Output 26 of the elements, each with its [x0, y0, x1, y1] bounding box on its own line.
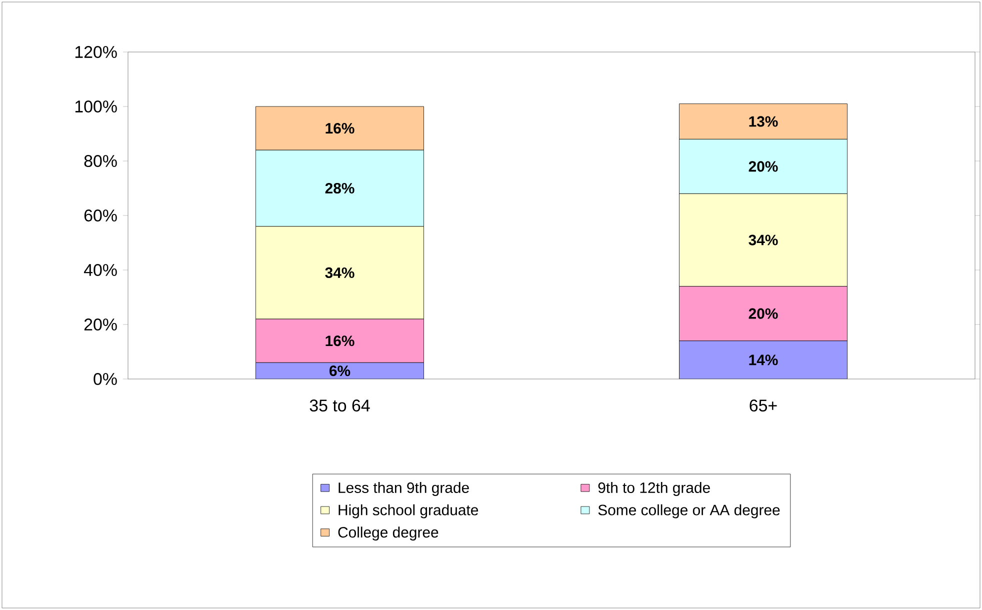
y-tick-label: 0%	[94, 373, 117, 385]
data-label: 34%	[325, 267, 354, 278]
bar	[256, 362, 424, 379]
y-tick-label: 100%	[75, 100, 117, 112]
legend-label: High school graduate	[338, 504, 478, 518]
data-label: 14%	[749, 354, 778, 366]
data-label: 20%	[748, 308, 778, 319]
legend-label: 9th to 12th grade	[598, 482, 710, 496]
legend-label: College degree	[338, 526, 438, 541]
y-tick-label: 20%	[84, 318, 117, 330]
y-tick-label: 60%	[84, 210, 117, 222]
y-tick-label: 120%	[75, 46, 117, 58]
data-label: 20%	[748, 161, 778, 172]
data-label: 28%	[325, 182, 354, 194]
data-label: 16%	[326, 123, 354, 134]
legend-label: Less than 9th grade	[338, 482, 469, 496]
data-label: 13%	[749, 116, 778, 127]
data-label: 6%	[330, 366, 350, 376]
bar	[679, 340, 848, 379]
x-tick-label: 65+	[750, 400, 777, 412]
x-tick-label: 35 to 64	[310, 400, 370, 412]
y-tick-label: 40%	[84, 264, 117, 276]
data-label: 16%	[326, 336, 354, 346]
data-label: 34%	[748, 234, 778, 246]
legend-label: Some college or AA degree	[598, 504, 780, 518]
y-tick-label: 80%	[84, 155, 117, 167]
